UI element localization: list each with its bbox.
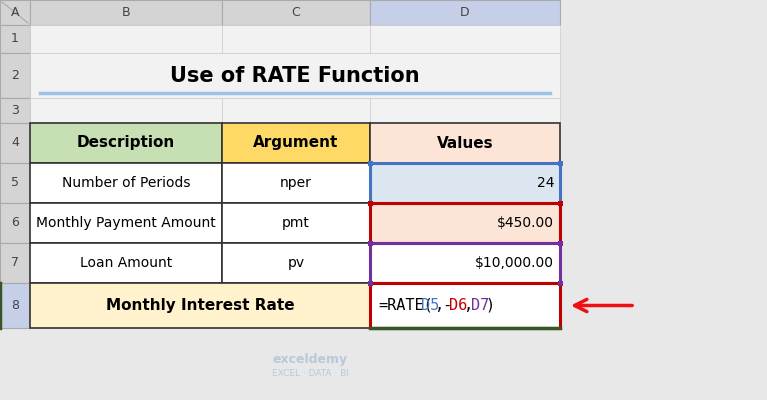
Bar xyxy=(0,0,30,25)
Text: Description: Description xyxy=(77,136,175,150)
Text: ): ) xyxy=(486,298,495,313)
Text: Monthly Payment Amount: Monthly Payment Amount xyxy=(36,216,216,230)
Bar xyxy=(222,243,370,283)
Bar xyxy=(30,283,370,328)
Bar xyxy=(0,243,30,283)
Bar xyxy=(367,240,373,246)
Text: D6: D6 xyxy=(449,298,468,313)
Text: D7: D7 xyxy=(471,298,489,313)
Bar xyxy=(370,283,560,328)
Text: 5: 5 xyxy=(11,176,19,190)
Bar xyxy=(367,160,373,166)
Bar xyxy=(367,200,373,206)
Bar xyxy=(30,203,222,243)
Bar xyxy=(370,25,560,53)
Bar xyxy=(0,283,30,328)
Bar xyxy=(370,243,560,283)
Bar xyxy=(30,243,222,283)
Bar xyxy=(558,200,562,206)
Bar xyxy=(370,203,560,243)
Bar xyxy=(0,0,560,328)
Bar xyxy=(30,123,222,163)
Text: Loan Amount: Loan Amount xyxy=(80,256,172,270)
Text: Argument: Argument xyxy=(253,136,339,150)
Bar xyxy=(558,280,562,286)
Bar xyxy=(222,25,370,53)
Text: Monthly Interest Rate: Monthly Interest Rate xyxy=(106,298,295,313)
Text: Number of Periods: Number of Periods xyxy=(62,176,190,190)
Bar xyxy=(222,203,370,243)
Bar xyxy=(367,280,373,286)
Bar xyxy=(370,123,560,163)
Bar xyxy=(370,283,560,328)
Text: ,: , xyxy=(464,298,473,313)
Bar xyxy=(370,0,560,25)
Bar xyxy=(370,163,560,203)
Text: Use of RATE Function: Use of RATE Function xyxy=(170,66,420,86)
Text: 2: 2 xyxy=(11,69,19,82)
Bar xyxy=(0,98,30,123)
Bar xyxy=(222,98,370,123)
Text: 8: 8 xyxy=(11,299,19,312)
Text: exceldemy: exceldemy xyxy=(272,354,347,366)
Bar xyxy=(222,163,370,203)
Text: A: A xyxy=(11,6,19,19)
Bar xyxy=(30,0,222,25)
Bar xyxy=(367,240,373,246)
Text: pmt: pmt xyxy=(282,216,310,230)
Text: 24: 24 xyxy=(536,176,554,190)
Bar xyxy=(0,203,30,243)
Bar xyxy=(558,240,562,246)
Bar xyxy=(558,240,562,246)
Bar xyxy=(558,160,562,166)
Text: Values: Values xyxy=(436,136,493,150)
Text: ,-: ,- xyxy=(435,298,453,313)
Text: B: B xyxy=(122,6,130,19)
Bar xyxy=(222,0,370,25)
Bar xyxy=(0,53,30,98)
Bar xyxy=(370,98,560,123)
Text: $10,000.00: $10,000.00 xyxy=(475,256,554,270)
Bar xyxy=(0,0,30,25)
Bar xyxy=(30,98,222,123)
Text: pv: pv xyxy=(288,256,304,270)
Bar xyxy=(30,25,222,53)
Bar xyxy=(558,200,562,206)
Bar xyxy=(30,53,560,98)
Text: 6: 6 xyxy=(11,216,19,230)
Bar xyxy=(30,163,222,203)
Text: D5: D5 xyxy=(421,298,439,313)
Bar xyxy=(0,163,30,203)
Bar xyxy=(367,200,373,206)
Text: 3: 3 xyxy=(11,104,19,117)
Bar xyxy=(222,123,370,163)
Bar xyxy=(0,25,30,53)
Bar xyxy=(0,123,30,163)
Text: 4: 4 xyxy=(11,136,19,150)
Text: EXCEL · DATA · BI: EXCEL · DATA · BI xyxy=(272,370,348,378)
Text: nper: nper xyxy=(280,176,312,190)
Text: =RATE(: =RATE( xyxy=(378,298,433,313)
Text: 1: 1 xyxy=(11,32,19,46)
Bar xyxy=(370,163,560,203)
Bar xyxy=(370,243,560,283)
Text: 7: 7 xyxy=(11,256,19,270)
Text: $450.00: $450.00 xyxy=(497,216,554,230)
Bar xyxy=(370,203,560,243)
Text: C: C xyxy=(291,6,301,19)
Text: D: D xyxy=(460,6,470,19)
